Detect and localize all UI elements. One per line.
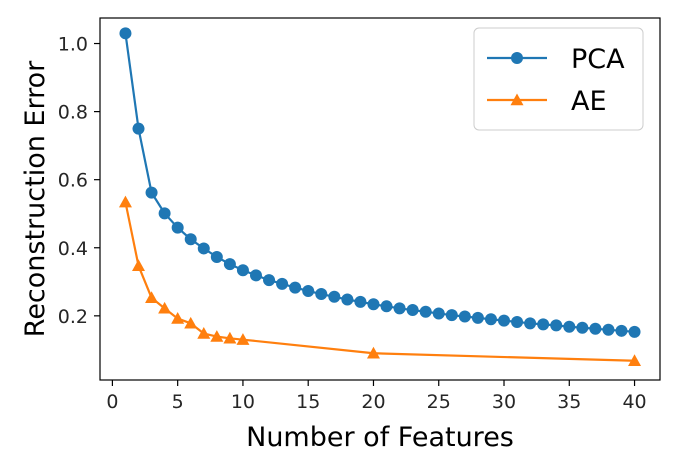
ae-point — [171, 312, 185, 324]
pca-point — [511, 315, 524, 328]
pca-point — [197, 242, 210, 255]
ae-line — [124, 201, 635, 362]
pca-point — [263, 274, 276, 287]
pca-point — [576, 321, 589, 334]
legend: PCA AE — [473, 27, 644, 131]
x-tick-label: 25 — [427, 391, 451, 413]
y-axis-title: Reconstruction Error — [20, 60, 51, 337]
ae-point — [145, 291, 159, 303]
pca-point — [367, 298, 380, 311]
pca-point — [289, 281, 302, 294]
pca-point — [550, 319, 563, 332]
pca-point — [145, 186, 158, 199]
ae-point — [223, 331, 237, 344]
pca-point — [302, 284, 315, 297]
legend-marker-pca — [511, 52, 523, 64]
pca-point — [315, 288, 328, 301]
y-tick-label: 0.2 — [58, 306, 88, 328]
pca-point — [119, 27, 132, 40]
pca-point — [210, 250, 223, 263]
pca-point — [354, 295, 367, 308]
pca-point — [380, 300, 393, 313]
y-tick-label: 0.8 — [58, 102, 88, 124]
y-tick-label: 1.0 — [58, 34, 88, 56]
x-tick-label: 20 — [361, 391, 385, 413]
x-tick-label: 15 — [296, 391, 320, 413]
axis-ticks: 0 5 10 15 20 25 30 35 40 0.2 0.4 0.6 0.8 1.0 — [58, 34, 647, 413]
pca-point — [458, 310, 471, 323]
plot-marks — [118, 27, 642, 366]
ae-point — [628, 354, 642, 366]
y-tick-label: 0.6 — [58, 170, 88, 192]
pca-point — [341, 293, 354, 306]
pca-point — [445, 309, 458, 322]
pca-point — [628, 325, 641, 338]
y-tick-label: 0.4 — [58, 238, 88, 260]
legend-label-pca: PCA — [571, 44, 625, 75]
legend-label-ae: AE — [571, 86, 607, 117]
pca-point — [419, 305, 432, 318]
pca-point — [524, 317, 537, 330]
x-tick-label: 5 — [172, 391, 184, 413]
x-tick-label: 40 — [622, 391, 646, 413]
ae-point — [236, 333, 250, 345]
ae-point — [210, 330, 224, 342]
plot-frame — [99, 17, 661, 381]
ae-point — [366, 346, 380, 359]
ae-point — [197, 327, 211, 339]
x-axis-title: Number of Features — [246, 422, 514, 453]
pca-point — [328, 290, 341, 303]
x-tick-label: 0 — [106, 391, 118, 413]
ae-point — [184, 316, 198, 329]
ae-point — [118, 195, 132, 208]
pca-point — [484, 313, 497, 326]
pca-point — [602, 323, 615, 336]
pca-point — [393, 302, 406, 315]
pca-line — [124, 33, 635, 333]
pca-point — [276, 277, 289, 290]
pca-point — [249, 269, 262, 282]
pca-point — [236, 264, 249, 277]
legend-marker-ae — [510, 93, 524, 106]
x-tick-label: 10 — [231, 391, 255, 413]
pca-point — [223, 258, 236, 271]
pca-point — [498, 314, 511, 327]
pca-point — [537, 318, 550, 331]
pca-point — [432, 307, 445, 320]
pca-point — [615, 324, 628, 337]
x-tick-label: 35 — [557, 391, 581, 413]
series-ae — [118, 195, 642, 366]
pca-point — [184, 233, 197, 246]
pca-point — [563, 320, 576, 333]
pca-point — [171, 221, 184, 234]
ae-point — [158, 301, 172, 314]
pca-point — [132, 122, 145, 135]
pca-point — [406, 304, 419, 317]
x-tick-label: 30 — [492, 391, 516, 413]
pca-point — [158, 207, 171, 220]
pca-point — [589, 322, 602, 335]
ae-point — [132, 259, 146, 272]
pca-point — [471, 311, 484, 324]
series-pca — [119, 27, 641, 338]
